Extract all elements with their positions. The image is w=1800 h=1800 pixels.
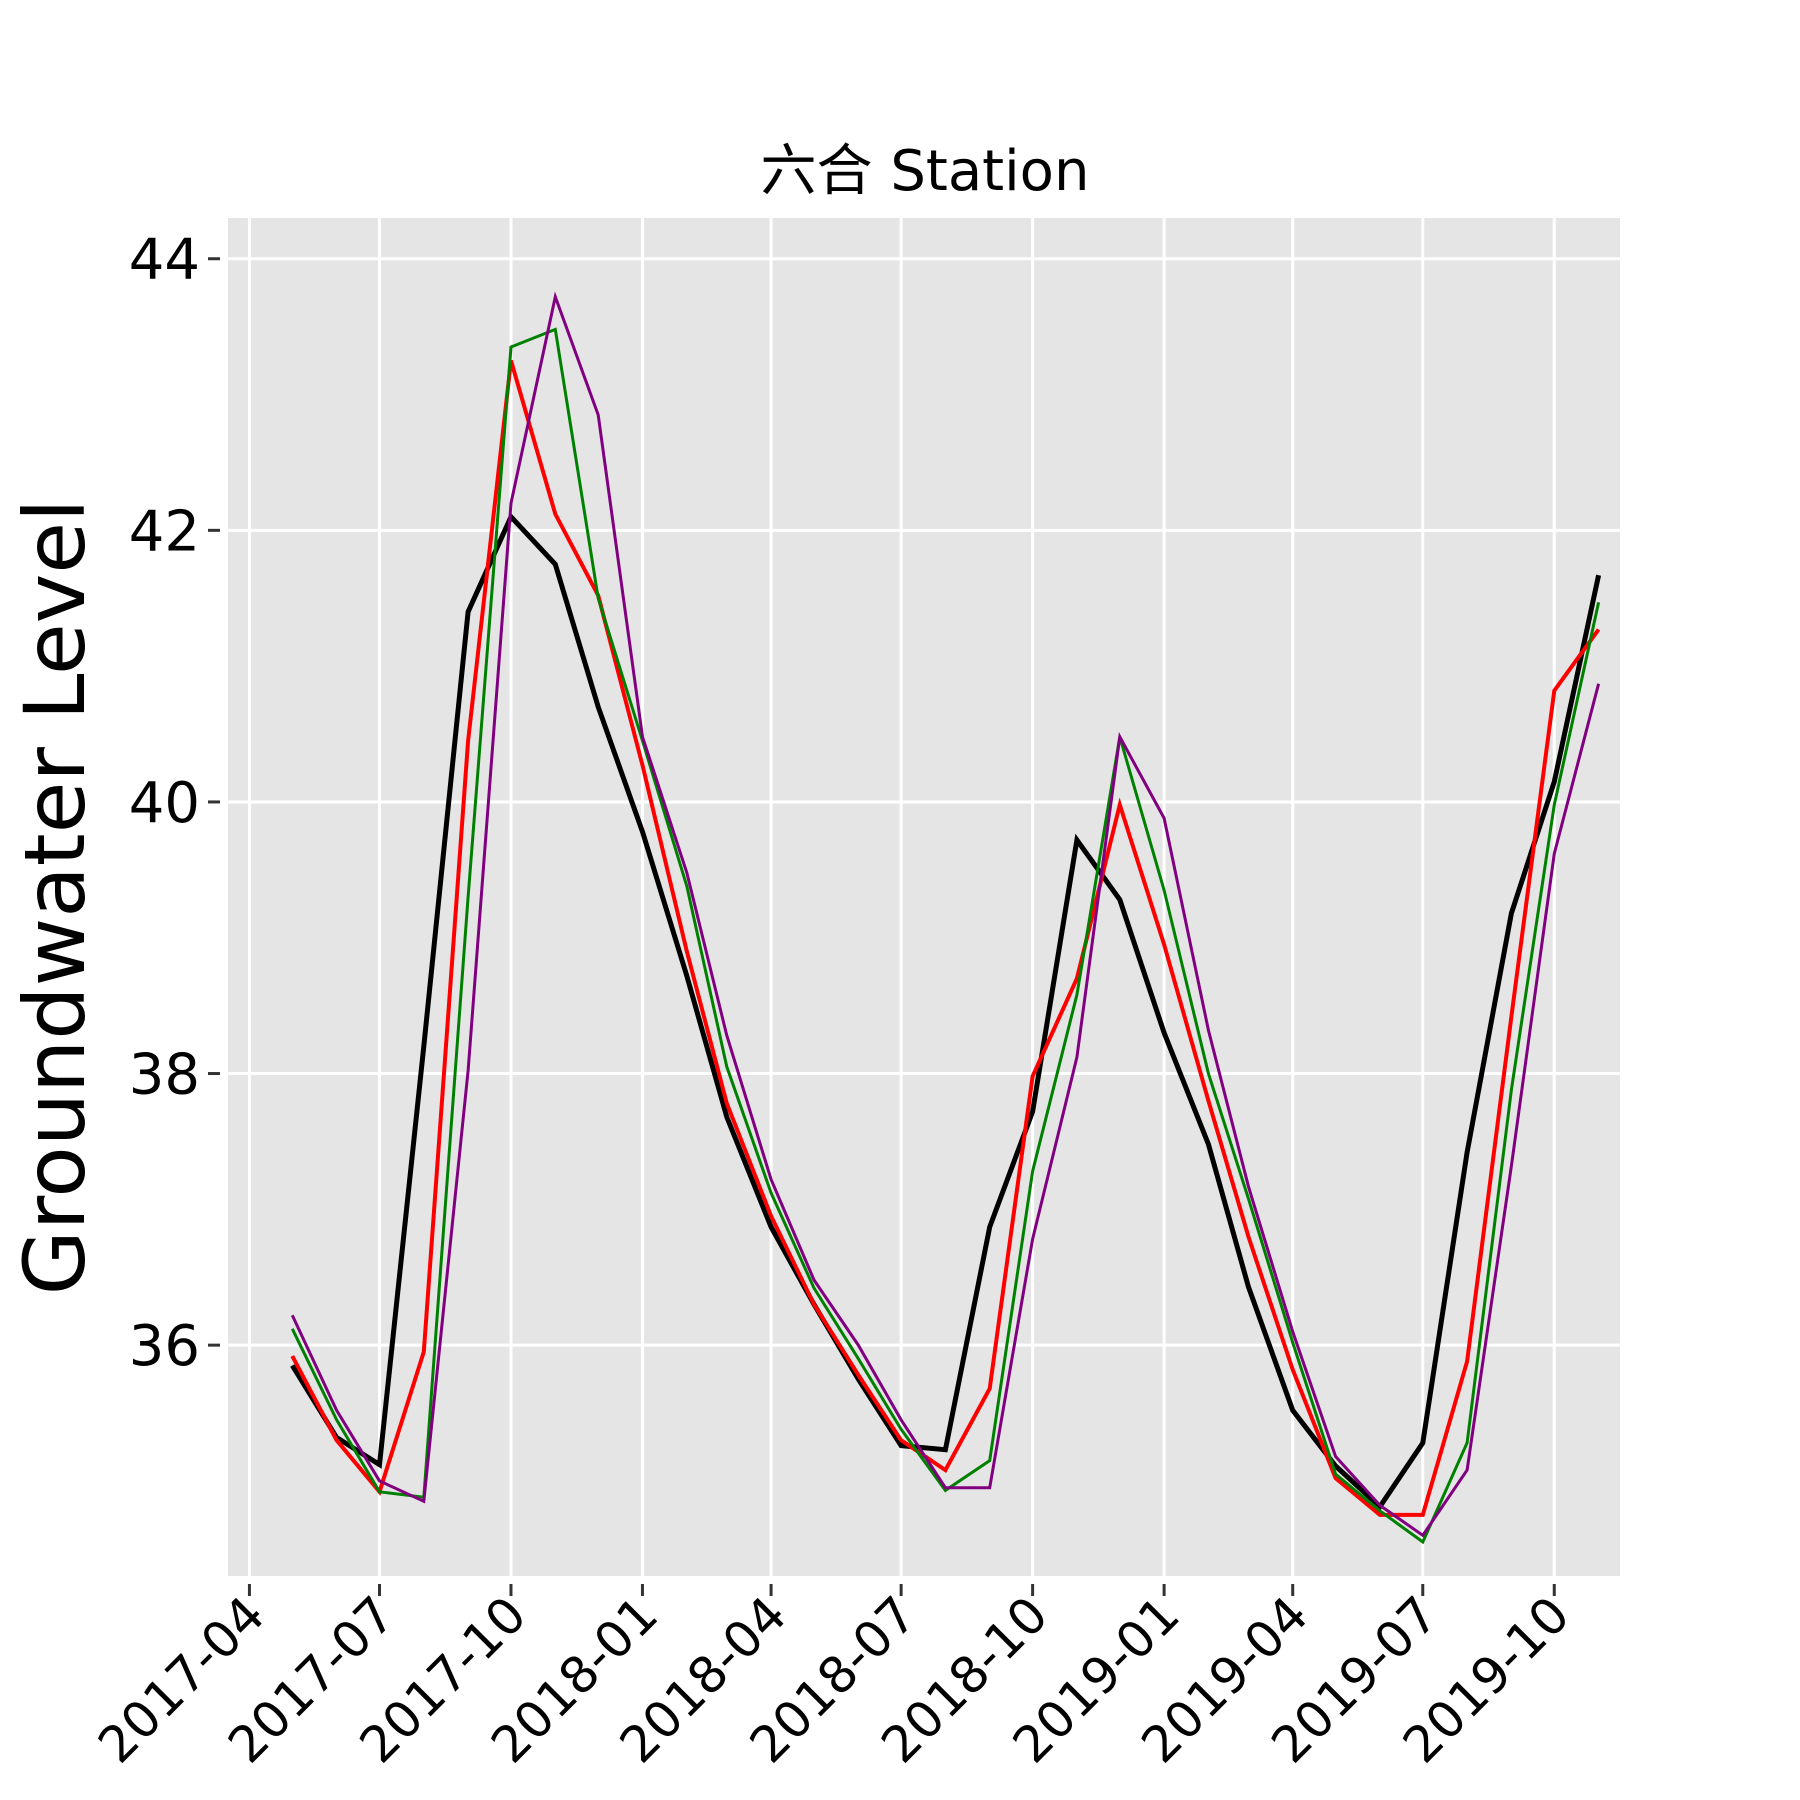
y-tick-label: 42 <box>129 499 200 564</box>
y-axis-label: Groundwater Level <box>6 499 104 1296</box>
y-tick-label: 36 <box>129 1314 200 1379</box>
series-line-4 <box>290 291 1601 1538</box>
series-layer <box>290 291 1602 1545</box>
y-tick-label: 40 <box>129 771 200 836</box>
series-line-3 <box>290 327 1601 1545</box>
grid-lines <box>228 218 1620 1576</box>
y-tick-label: 44 <box>129 228 200 293</box>
chart-title: 六合 Station <box>761 139 1090 204</box>
plot-area <box>228 218 1620 1576</box>
y-tick-label: 38 <box>129 1043 200 1108</box>
